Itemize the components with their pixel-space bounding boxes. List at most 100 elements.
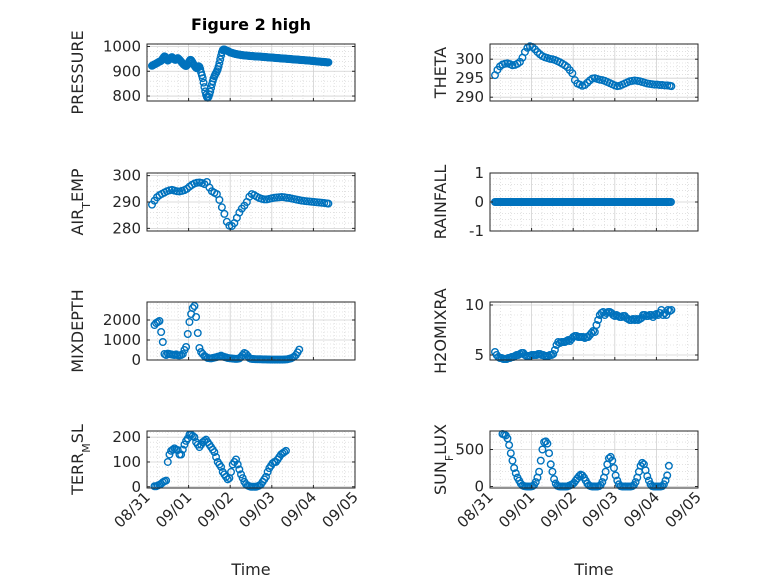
data-point [546,460,555,469]
axes-box [489,301,699,361]
data-point [644,476,653,485]
y-tick-label: 0 [131,351,141,369]
y-tick-label: 300 [455,50,484,68]
y-tick-label: 500 [455,441,484,459]
y-tick-label: 800 [112,87,141,105]
data-point [190,433,199,442]
subplot-air_temp: 280 290 300 AIRTEMP [68,167,356,237]
subplot-mixdepth: 0 1000 2000 MIXDEPTH [68,289,356,373]
data-point [538,445,547,454]
data-point [506,449,515,458]
data-point [195,344,204,353]
data-point [157,328,166,337]
y-tick-label: 290 [455,88,484,106]
data-point [178,445,187,454]
y-tick-label: 1 [474,164,484,182]
subplot-pressure: 800 900 1000 PRESSURE [68,30,356,115]
y-tick-label: 200 [112,428,141,446]
data-point [568,69,577,78]
data-point [324,58,333,67]
data-point [207,84,216,93]
y-tick-label: -1 [469,222,484,240]
data-point [505,441,514,450]
data-point [163,457,172,466]
data-point [260,195,269,204]
data-point [237,470,246,479]
y-tick-label: 0 [131,478,141,496]
series-theta [490,42,676,91]
y-tick-label: 280 [112,219,141,237]
data-point [216,55,225,64]
data-point [263,467,272,476]
y-tick-label: 0 [474,193,484,211]
data-point [261,472,270,481]
y-axis-label: PRESSURE [68,30,87,114]
data-point [212,453,221,462]
data-point [232,455,241,464]
y-tick-label: 10 [465,296,484,314]
data-point [280,448,289,457]
data-point [601,467,610,476]
data-point [233,460,242,469]
data-point [536,456,545,465]
data-point [510,464,519,473]
data-point [659,311,668,320]
figure-title: Figure 2 high [191,15,311,34]
data-point [155,317,164,326]
axes-box [146,43,356,102]
data-point [592,321,601,330]
axes-box [146,301,356,361]
series-h2omixra [490,306,676,364]
data-point [227,467,236,476]
data-point [594,316,603,325]
data-point [183,330,192,339]
data-point [508,456,517,465]
y-tick-label: 5 [474,346,484,364]
data-point [655,81,664,90]
data-point [550,475,559,484]
x-axis-label-left: Time [230,560,270,579]
data-point [190,302,199,311]
axes-box [489,43,699,102]
data-point [545,449,554,458]
data-point [158,338,167,347]
y-axis-label: TERRMSL [68,424,93,496]
x-axis-label-right: Time [573,560,613,579]
data-point [638,458,647,467]
data-point [220,209,229,218]
data-point [235,465,244,474]
data-point [550,346,559,355]
data-point [598,478,607,487]
y-axis-label: RAINFALL [431,165,450,240]
data-point [608,456,617,465]
data-point [206,87,215,96]
data-point [180,440,189,449]
data-point [549,350,558,359]
data-point [511,469,520,478]
data-point [643,472,652,481]
subplot-rainfall: -1 0 1 RAINFALL [431,164,699,240]
series-air_temp [147,177,333,230]
y-tick-label: 295 [455,69,484,87]
y-axis-label: H2OMIXRA [431,288,450,374]
y-tick-label: 100 [112,453,141,471]
data-point [667,82,676,91]
y-tick-label: 1000 [103,37,141,55]
y-tick-label: 900 [112,62,141,80]
data-point [193,329,202,338]
data-point [666,197,675,206]
data-point [188,431,197,440]
series-pressure [147,45,333,102]
data-point [535,467,544,476]
data-point [210,448,219,457]
data-point [162,476,171,485]
data-point [575,472,584,481]
data-point [531,478,540,487]
data-point [631,478,640,487]
data-point [192,313,201,322]
data-point [609,464,618,473]
data-point [520,47,529,56]
data-point [182,343,191,352]
data-point [223,475,232,484]
